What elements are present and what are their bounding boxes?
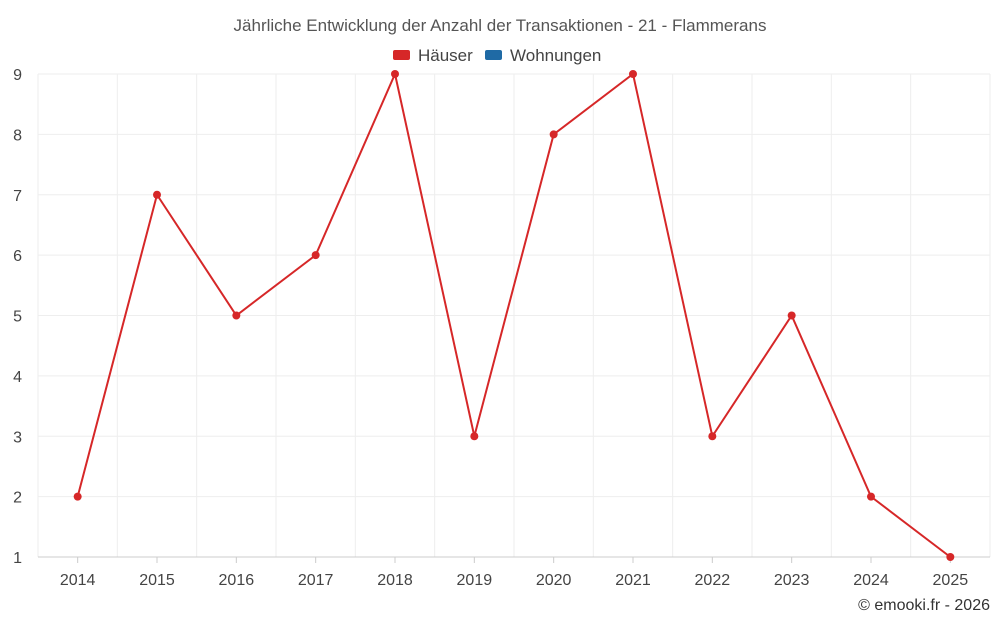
x-tick-label: 2021 [615,572,651,589]
data-point[interactable] [946,553,955,561]
legend-label-wohnungen: Wohnungen [510,46,601,65]
x-tick-label: 2017 [298,572,334,589]
legend-item-wohnungen[interactable]: Wohnungen [485,46,601,65]
y-tick-label: 3 [13,429,22,446]
data-point[interactable] [391,70,399,78]
x-tick-label: 2020 [536,572,572,589]
data-point[interactable] [311,251,320,260]
data-point[interactable] [153,190,161,199]
legend[interactable]: Häuser Wohnungen [393,46,601,65]
credit-text: © emooki.fr - 2026 [858,597,990,614]
data-point[interactable] [629,70,637,78]
x-tick-label: 2025 [933,572,969,589]
x-tick-label: 2024 [853,572,889,589]
gridlines [37,73,991,557]
data-point[interactable] [787,311,796,320]
series-group [73,70,955,561]
data-point[interactable] [232,311,241,320]
x-tick-label: 2014 [60,572,96,589]
chart-title: Jährliche Entwicklung der Anzahl der Tra… [234,16,767,35]
x-tick-label: 2022 [695,572,731,589]
y-tick-label: 8 [13,127,22,144]
legend-item-haeuser[interactable]: Häuser [393,46,473,65]
x-tick-label: 2015 [139,572,175,589]
x-tick-label: 2018 [377,572,413,589]
x-axis-ticks: 2014 2015 2016 2017 2018 2019 2020 2021 2022 2023… [60,557,968,589]
data-point[interactable] [470,432,479,441]
legend-swatch-haeuser [393,50,410,60]
data-point[interactable] [549,130,558,139]
data-point[interactable] [73,492,82,501]
x-tick-label: 2019 [457,572,493,589]
y-tick-label: 2 [13,490,22,507]
y-tick-label: 6 [13,248,22,265]
legend-label-haeuser: Häuser [418,46,473,65]
y-axis-ticks: 1 2 3 4 5 6 7 8 9 [13,67,22,567]
y-tick-label: 4 [13,369,22,386]
x-tick-label: 2016 [219,572,255,589]
series-line-0 [76,70,951,558]
x-tick-label: 2023 [774,572,810,589]
y-tick-label: 9 [13,67,22,84]
data-point[interactable] [867,492,875,501]
y-tick-label: 5 [13,309,22,326]
y-tick-label: 7 [13,188,22,205]
y-tick-label: 1 [13,550,22,567]
legend-swatch-wohnungen [485,50,502,60]
data-point[interactable] [708,432,717,441]
